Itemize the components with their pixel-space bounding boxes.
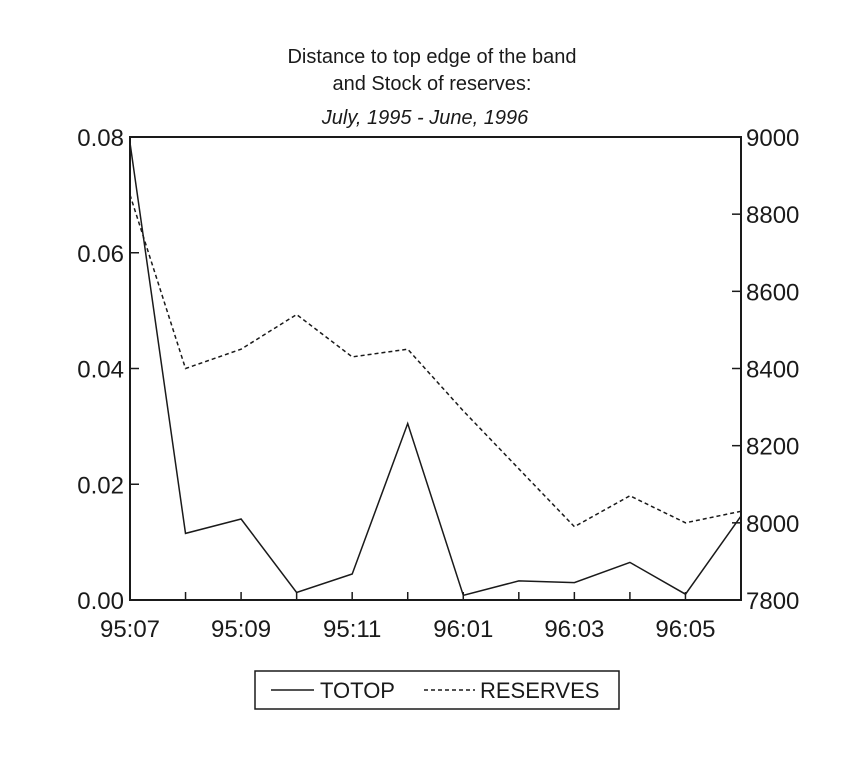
right-axis-tick-label: 8800 xyxy=(746,202,799,229)
right-axis-tick-label: 9000 xyxy=(746,125,799,152)
right-axis-tick-label: 8400 xyxy=(746,357,799,384)
left-axis-tick-label: 0.08 xyxy=(77,125,124,152)
legend-box xyxy=(254,670,620,710)
x-axis-tick-label: 95:07 xyxy=(100,616,160,643)
x-axis-tick-label: 96:03 xyxy=(544,616,604,643)
left-axis-tick-label: 0.06 xyxy=(77,241,124,268)
legend-label-reserves: RESERVES xyxy=(480,678,599,703)
right-axis-tick-label: 8600 xyxy=(746,279,799,306)
series-line-totop xyxy=(129,142,742,597)
right-axis-ticks: 7800 8000 8200 8400 8600 8800 9000 xyxy=(732,125,799,615)
legend: TOTOP RESERVES xyxy=(254,670,620,710)
right-axis-tick-label: 8000 xyxy=(746,511,799,538)
x-axis-tick-label: 95:09 xyxy=(211,616,271,643)
left-axis-tick-label: 0.04 xyxy=(77,357,124,384)
chart-subtitle: July, 1995 - June, 1996 xyxy=(321,107,529,129)
x-axis-tick-label: 95:11 xyxy=(323,616,381,643)
x-axis-tick-label: 96:05 xyxy=(655,616,715,643)
left-axis-tick-label: 0.02 xyxy=(77,472,124,499)
chart-title-line-2: and Stock of reserves: xyxy=(333,73,532,95)
x-axis-tick-label: 96:01 xyxy=(433,616,493,643)
plot-frame xyxy=(129,136,742,601)
series-layer xyxy=(129,142,742,597)
right-axis-tick-label: 7800 xyxy=(746,588,799,615)
series-line-reserves xyxy=(129,194,742,528)
left-axis-ticks: 0.00 0.02 0.04 0.06 0.08 xyxy=(77,125,139,615)
left-axis-tick-label: 0.00 xyxy=(77,588,124,615)
chart-title-line-1: Distance to top edge of the band xyxy=(287,46,576,68)
x-axis-ticks: 95:07 95:09 95:11 96:01 96:03 96:05 xyxy=(100,592,742,643)
legend-label-totop: TOTOP xyxy=(320,678,395,703)
right-axis-tick-label: 8200 xyxy=(746,434,799,461)
